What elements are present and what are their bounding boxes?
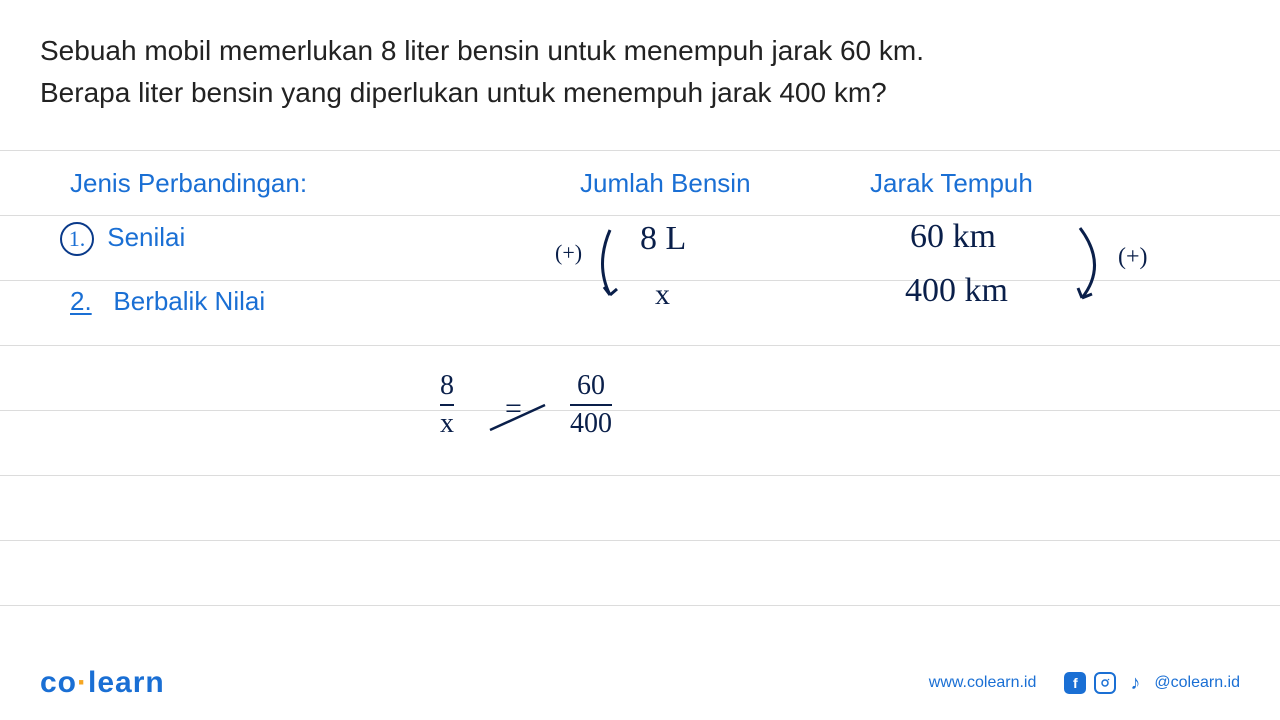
option-2: 2. Berbalik Nilai: [70, 286, 265, 317]
bensin-row2: x: [655, 278, 670, 312]
frac2-bot: 400: [570, 408, 612, 440]
social-handle: @colearn.id: [1154, 674, 1240, 692]
rule: [0, 345, 1280, 346]
opt2-label: Berbalik Nilai: [113, 286, 265, 316]
logo: co·learn: [40, 666, 165, 700]
instagram-icon: [1094, 672, 1116, 694]
logo-learn: learn: [88, 666, 165, 699]
facebook-icon: f: [1064, 672, 1086, 694]
question-line2: Berapa liter bensin yang diperlukan untu…: [40, 72, 1240, 114]
label-jenis: Jenis Perbandingan:: [70, 168, 307, 199]
rule: [0, 605, 1280, 606]
fraction-1: 8 x: [440, 370, 454, 440]
social-icons: f ♪ @colearn.id: [1064, 672, 1240, 694]
rule: [0, 475, 1280, 476]
frac2-top: 60: [577, 370, 605, 402]
cross-slash-icon: [485, 400, 555, 440]
col-jarak: Jarak Tempuh: [870, 168, 1033, 199]
num-2: 2.: [70, 286, 92, 316]
plus-right: (+): [1118, 244, 1148, 271]
rule: [0, 410, 1280, 411]
frac1-bot: x: [440, 408, 454, 440]
footer-right: www.colearn.id f ♪ @colearn.id: [929, 672, 1240, 694]
arrow-right-icon: [1070, 220, 1120, 310]
arrow-left-icon: [590, 225, 630, 305]
jarak-row1: 60 km: [910, 218, 996, 256]
frac-bar: [440, 404, 454, 406]
plus-left: (+): [555, 240, 582, 266]
bensin-row1: 8 L: [640, 220, 686, 258]
rule: [0, 215, 1280, 216]
question-line1: Sebuah mobil memerlukan 8 liter bensin u…: [40, 30, 1240, 72]
footer-url: www.colearn.id: [929, 674, 1037, 692]
logo-dot: ·: [77, 666, 88, 699]
footer: co·learn www.colearn.id f ♪ @colearn.id: [40, 666, 1240, 700]
option-1: 1. Senilai: [60, 222, 185, 256]
logo-co: co: [40, 666, 77, 699]
frac1-top: 8: [440, 370, 454, 402]
col-bensin: Jumlah Bensin: [580, 168, 751, 199]
tiktok-icon: ♪: [1124, 672, 1146, 694]
frac-bar: [570, 404, 612, 406]
circled-1: 1.: [60, 222, 94, 256]
rule: [0, 150, 1280, 151]
jarak-row2: 400 km: [905, 272, 1008, 310]
opt1-label: Senilai: [107, 222, 185, 252]
question-block: Sebuah mobil memerlukan 8 liter bensin u…: [40, 30, 1240, 114]
fraction-2: 60 400: [570, 370, 612, 440]
rule: [0, 540, 1280, 541]
